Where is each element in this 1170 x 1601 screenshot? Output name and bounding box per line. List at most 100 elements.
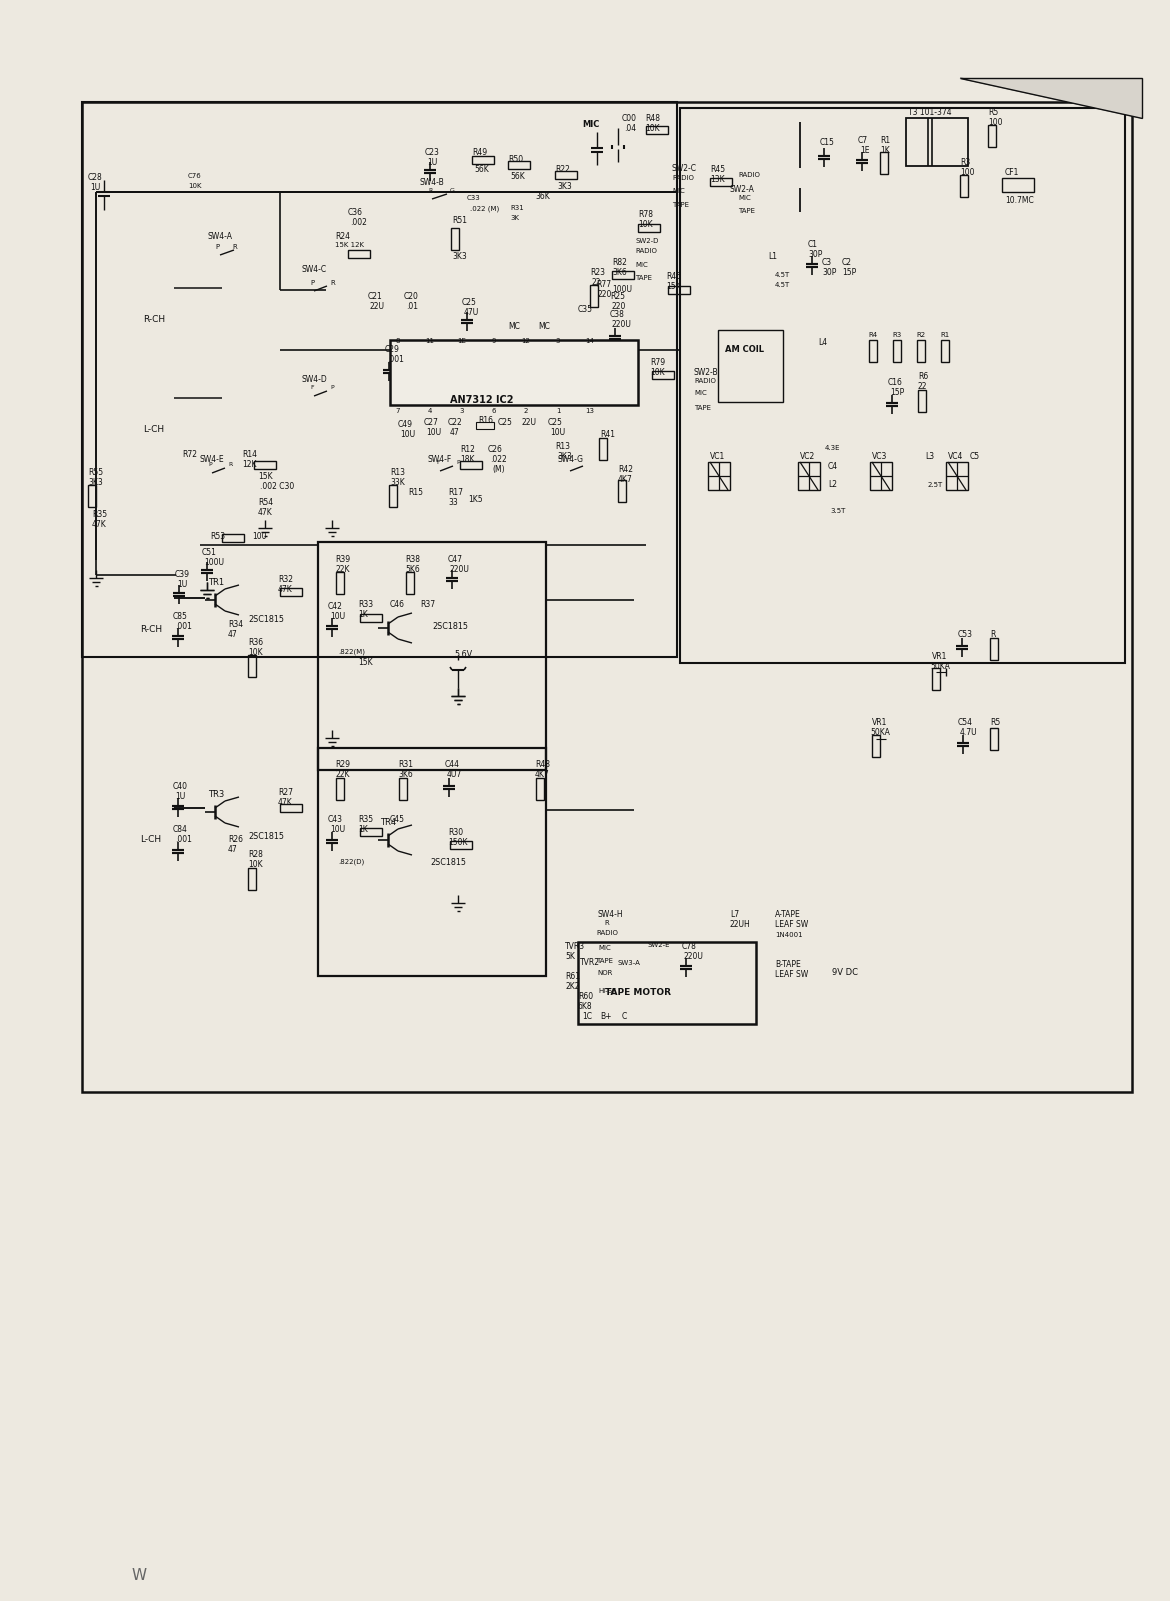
Text: C1: C1: [808, 240, 818, 250]
Text: 220U: 220U: [684, 953, 704, 961]
Text: .022 (M): .022 (M): [470, 205, 500, 211]
Text: 4: 4: [428, 408, 432, 415]
Text: T3 101-374: T3 101-374: [908, 107, 951, 117]
Text: 1U: 1U: [176, 792, 185, 800]
Text: AN7312 IC2: AN7312 IC2: [450, 395, 514, 405]
Text: 1E: 1E: [457, 338, 467, 344]
Bar: [718, 330, 783, 402]
Text: 47: 47: [228, 845, 238, 853]
Text: R42: R42: [618, 464, 633, 474]
Text: SW4-D: SW4-D: [302, 375, 328, 384]
Text: C: C: [622, 1012, 627, 1021]
Text: R32: R32: [278, 575, 292, 584]
Text: .822(D): .822(D): [338, 858, 364, 865]
Bar: [555, 171, 577, 179]
Text: SW4-F: SW4-F: [428, 455, 453, 464]
Bar: [710, 178, 732, 186]
Text: 10U: 10U: [550, 427, 565, 437]
Text: R26: R26: [228, 836, 243, 844]
Text: 33K: 33K: [390, 479, 405, 487]
Polygon shape: [961, 78, 1142, 118]
Text: L-CH: L-CH: [140, 836, 161, 844]
Text: 47K: 47K: [259, 508, 273, 517]
Text: R: R: [232, 243, 236, 250]
Bar: [388, 485, 397, 508]
Text: TAPE: TAPE: [672, 202, 689, 208]
Text: R: R: [990, 631, 996, 639]
Bar: [578, 941, 756, 1025]
Text: .002 C30: .002 C30: [260, 482, 294, 492]
Text: C25: C25: [498, 418, 512, 427]
Text: TAPE: TAPE: [694, 405, 711, 411]
Text: 4K7: 4K7: [535, 770, 550, 780]
Text: C26: C26: [488, 445, 503, 455]
Text: (M): (M): [493, 464, 504, 474]
Text: R5: R5: [990, 717, 1000, 727]
Text: 3.5T: 3.5T: [830, 508, 846, 514]
Text: 100: 100: [252, 532, 267, 541]
Text: L3: L3: [925, 451, 934, 461]
Text: C28: C28: [88, 173, 103, 183]
Text: 22: 22: [918, 383, 928, 391]
Bar: [870, 463, 892, 490]
Text: 4.5T: 4.5T: [775, 272, 790, 279]
Text: 13: 13: [585, 408, 594, 415]
Text: C44: C44: [445, 760, 460, 768]
Text: C16: C16: [888, 378, 903, 387]
Text: 1U: 1U: [427, 158, 438, 167]
Text: C84: C84: [173, 825, 188, 834]
Text: MC: MC: [538, 322, 550, 331]
Bar: [222, 535, 245, 543]
Bar: [399, 778, 407, 800]
Text: 1E: 1E: [860, 146, 869, 155]
Text: 15K: 15K: [259, 472, 273, 480]
Text: 18K: 18K: [460, 455, 475, 464]
Text: 13K: 13K: [710, 175, 724, 184]
Polygon shape: [780, 168, 820, 187]
Bar: [917, 339, 925, 362]
Text: C23: C23: [425, 147, 440, 157]
Text: 56K: 56K: [474, 165, 489, 175]
Text: 14: 14: [585, 338, 594, 344]
Bar: [961, 175, 968, 197]
Text: LEAF SW: LEAF SW: [775, 921, 808, 929]
Text: SW2-B: SW2-B: [694, 368, 718, 376]
Text: R39: R39: [335, 556, 350, 564]
Text: 12K: 12K: [242, 459, 256, 469]
Text: R3: R3: [961, 158, 970, 167]
Text: R4: R4: [868, 331, 878, 338]
Text: .822(M): .822(M): [338, 648, 365, 655]
Bar: [536, 778, 544, 800]
Text: R31: R31: [510, 205, 524, 211]
Text: 56K: 56K: [510, 171, 525, 181]
Text: 15K: 15K: [358, 658, 372, 668]
Text: L-CH: L-CH: [143, 424, 164, 434]
Text: R: R: [428, 187, 432, 194]
Text: R45: R45: [710, 165, 725, 175]
Text: 3K3: 3K3: [557, 451, 572, 461]
Bar: [318, 543, 546, 770]
Text: A-TAPE: A-TAPE: [775, 909, 800, 919]
Text: 7: 7: [395, 408, 400, 415]
Bar: [668, 287, 690, 295]
Text: R49: R49: [472, 147, 487, 157]
Text: 1: 1: [556, 408, 560, 415]
Text: R2: R2: [916, 331, 925, 338]
Text: TR4: TR4: [380, 818, 397, 828]
Text: 1K: 1K: [358, 825, 367, 834]
Text: C76: C76: [188, 173, 201, 179]
Text: C38: C38: [610, 311, 625, 319]
Bar: [280, 804, 302, 812]
Bar: [280, 588, 302, 596]
Text: 9: 9: [491, 338, 496, 344]
Text: C46: C46: [390, 600, 405, 608]
Text: G: G: [450, 187, 455, 194]
Text: C78: C78: [682, 941, 697, 951]
Text: R77: R77: [596, 280, 611, 290]
Text: R27: R27: [278, 788, 292, 797]
Text: RADIO: RADIO: [596, 930, 618, 937]
Text: 220: 220: [598, 290, 612, 299]
Text: R13: R13: [390, 467, 405, 477]
Text: 100U: 100U: [204, 559, 223, 567]
Bar: [599, 439, 607, 459]
